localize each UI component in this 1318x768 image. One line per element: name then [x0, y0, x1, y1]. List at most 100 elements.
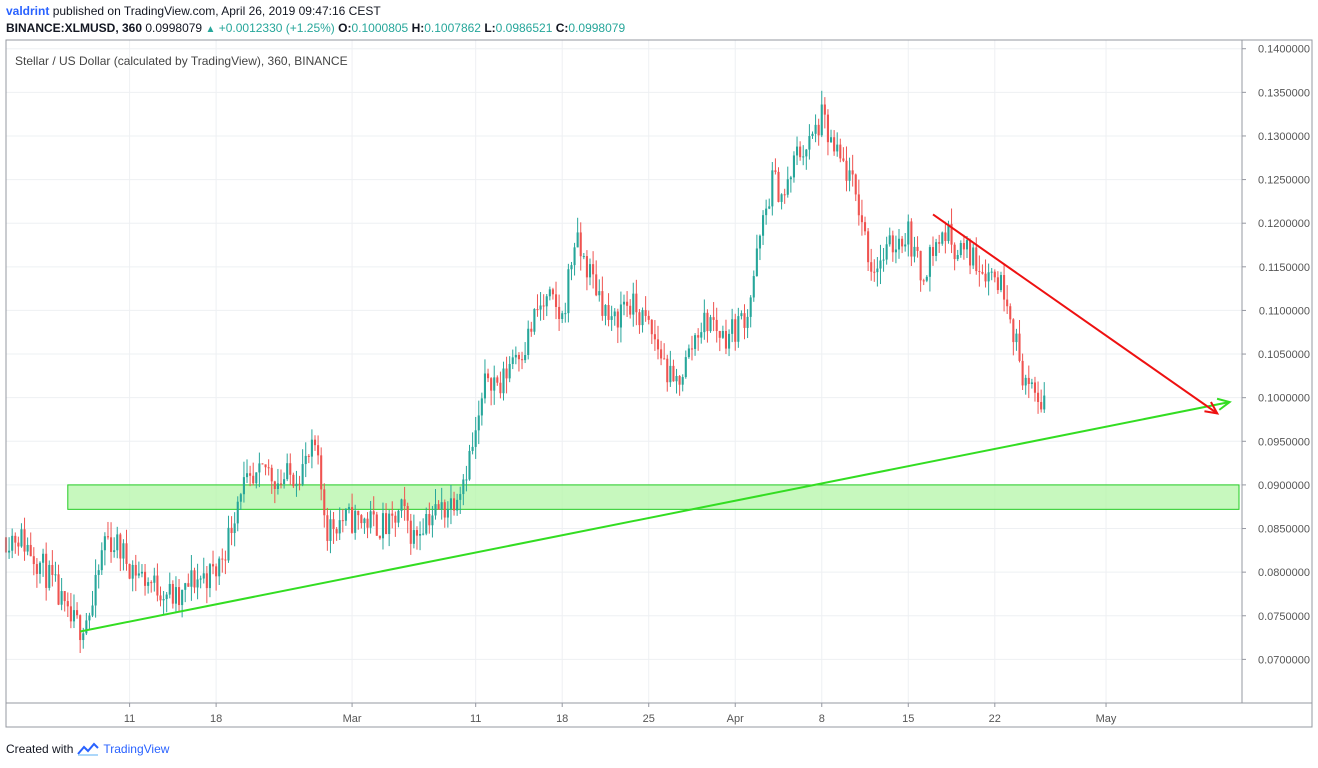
candle-body: [931, 247, 935, 256]
candle-body: [876, 268, 879, 273]
candle-body: [728, 333, 731, 349]
candle-body: [944, 232, 947, 242]
x-axis[interactable]: 11 18 Mar 11 18 25 Apr 8 15 22 May: [6, 702, 1312, 725]
candle-body: [131, 564, 134, 579]
candle-body: [29, 544, 32, 557]
candle-body: [313, 439, 317, 446]
candle-body: [870, 262, 873, 272]
candle-body: [972, 247, 975, 266]
low-value: 0.0986521: [495, 21, 553, 35]
candle-body: [196, 579, 199, 588]
candle-body: [381, 513, 385, 539]
candle-body: [162, 599, 165, 601]
candle-body: [848, 170, 851, 181]
candle-body: [1012, 319, 1015, 343]
candle-body: [406, 506, 409, 521]
candle-body: [474, 430, 477, 447]
candle-body: [697, 335, 700, 338]
resistance-trendline[interactable]: [932, 213, 1218, 415]
y-axis[interactable]: 0.1400000 0.1350000 0.1300000 0.1250000 0.12…: [1241, 40, 1310, 703]
candle-body: [616, 311, 619, 328]
symbol-ohlc-bar: BINANCE:XLMUSD, 360 0.0998079 ▲ +0.00123…: [6, 21, 625, 35]
x-tick-label: 18: [210, 713, 222, 725]
candle-body: [987, 272, 990, 282]
candle-body: [734, 319, 737, 342]
candle-body: [360, 515, 363, 524]
candle-body: [205, 573, 208, 589]
candle-body: [669, 365, 672, 383]
candle-body: [799, 146, 802, 158]
candle-body: [629, 305, 632, 315]
candle-body: [965, 240, 969, 250]
candle-body: [32, 556, 35, 565]
candle-body: [737, 316, 740, 342]
support-zone[interactable]: [67, 484, 1240, 510]
candle-body: [66, 601, 69, 607]
candle-body: [329, 519, 332, 541]
candle-body: [459, 494, 462, 500]
candle-body: [1003, 275, 1006, 300]
candle-body: [168, 583, 171, 595]
candle-body: [626, 301, 629, 306]
candle-body: [230, 527, 233, 534]
candle-body: [323, 489, 326, 516]
created-with-label: Created with: [6, 742, 74, 756]
candle-body: [530, 328, 533, 332]
plot-frame: [5, 39, 1313, 728]
x-tick-label: 18: [556, 713, 568, 725]
candle-body: [703, 312, 706, 333]
candle-body: [598, 291, 601, 296]
candle-body: [681, 377, 684, 385]
candle-body: [150, 582, 153, 584]
candle-body: [857, 194, 860, 216]
chart-title: Stellar / US Dollar (calculated by Tradi…: [15, 54, 348, 68]
candle-body: [959, 243, 962, 256]
candle-body: [650, 319, 653, 335]
x-tick-label: 11: [124, 713, 135, 725]
candle-body: [267, 467, 270, 469]
candle-body: [273, 481, 276, 490]
author-link[interactable]: valdrint: [6, 4, 50, 18]
candle-body: [561, 313, 564, 319]
candle-body: [635, 293, 638, 313]
x-tick-label: 15: [902, 713, 914, 725]
support-trendline[interactable]: [79, 401, 1230, 633]
x-tick-label: May: [1096, 713, 1117, 725]
candle-body: [295, 483, 298, 487]
candle-body: [585, 256, 588, 278]
candle-body: [820, 104, 823, 136]
candle-body: [72, 610, 76, 622]
candle-body: [928, 247, 931, 277]
candle-body: [740, 313, 743, 317]
candle-body: [23, 529, 26, 552]
candle-body: [332, 519, 335, 530]
candle-body: [604, 305, 607, 316]
candle-body: [397, 510, 400, 523]
candle-body: [851, 170, 854, 175]
candle-body: [202, 573, 205, 579]
x-tick-label: Apr: [727, 713, 744, 725]
candle-body: [227, 527, 230, 561]
candle-body: [174, 587, 177, 604]
candle-body: [490, 378, 493, 391]
candle-body: [502, 368, 505, 394]
candle-body: [177, 587, 181, 606]
candle-body: [638, 312, 641, 326]
candle-body: [558, 306, 561, 319]
resistance-arrowhead: [1204, 401, 1220, 415]
candle-body: [88, 615, 91, 621]
candle-body: [690, 348, 694, 350]
candle-body: [42, 553, 45, 563]
candle-body: [789, 177, 792, 180]
tradingview-brand-link[interactable]: TradingView: [103, 742, 170, 756]
candle-body: [1030, 382, 1033, 384]
candle-body: [428, 514, 431, 526]
candle-body: [351, 507, 354, 533]
candle-body: [215, 566, 218, 577]
last-price: 0.0998079: [145, 21, 203, 35]
price-change: +0.0012330 (+1.25%): [218, 21, 335, 35]
candle-body: [709, 317, 712, 332]
candle-body: [641, 310, 644, 326]
candle-body: [718, 330, 721, 338]
